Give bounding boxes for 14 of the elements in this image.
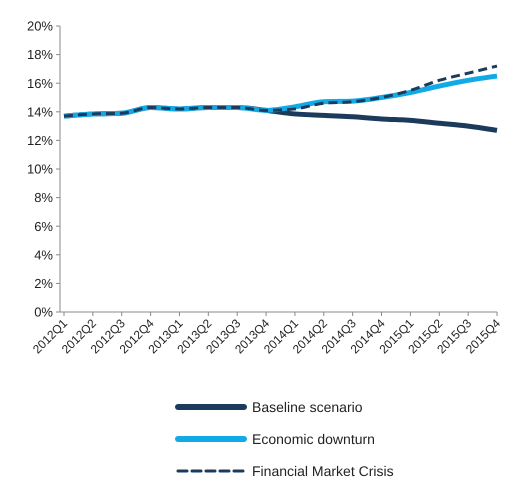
y-tick-label: 8% <box>34 190 54 206</box>
y-tick-label: 2% <box>34 276 54 291</box>
legend-label: Economic downturn <box>252 430 375 447</box>
y-tick-label: 10% <box>26 162 54 177</box>
y-tick-label: 18% <box>26 47 54 62</box>
y-tick-label: 6% <box>34 218 54 234</box>
y-tick-label: 14% <box>26 104 54 120</box>
y-tick-label: 12% <box>26 132 54 148</box>
y-tick-label: 4% <box>34 247 54 262</box>
legend-label: Financial Market Crisis <box>252 462 394 479</box>
y-tick-label: 20% <box>26 18 54 34</box>
y-tick-label: 0% <box>34 304 54 320</box>
y-tick-label: 16% <box>26 76 54 91</box>
legend-label: Baseline scenario <box>252 398 363 415</box>
